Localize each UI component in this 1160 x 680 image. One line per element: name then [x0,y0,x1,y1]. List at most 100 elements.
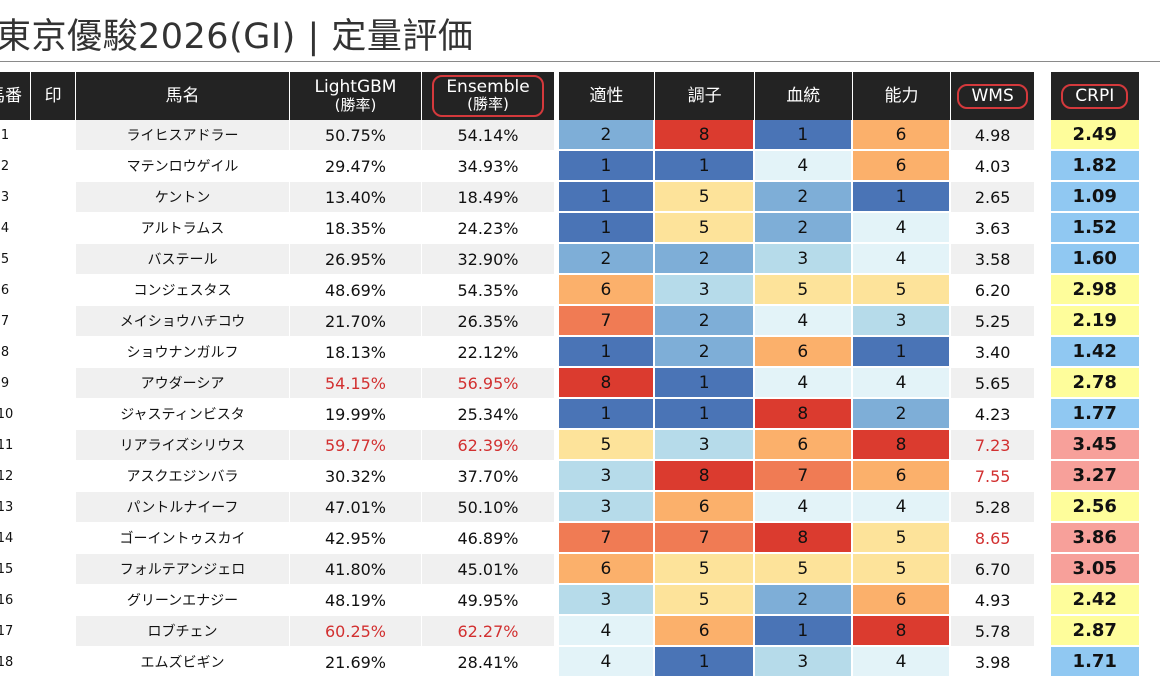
bloodline-score-cell: 6 [754,430,853,461]
bloodline-score-cell: 5 [754,554,853,585]
header-crpi[interactable]: CRPI [1050,72,1140,120]
horse-number-cell: 6 [0,275,32,306]
header-ensemble-sublabel: (勝率) [467,95,509,113]
horse-number-cell: 14 [0,523,32,554]
wms-score-cell: 6.70 [951,554,1035,585]
horse-number-cell: 17 [0,616,32,647]
table-row[interactable]: 13 パントルナイーフ 47.01% 50.10% 3 6 4 4 5.28 2.56 [0,492,1140,523]
mark-cell [31,523,77,554]
header-aptitude[interactable]: 適性 [558,72,656,120]
ability-score-cell: 1 [852,182,952,213]
table-row[interactable]: 9 アウダーシア 54.15% 56.95% 8 1 4 4 5.65 2.78 [0,368,1140,399]
mark-cell [31,368,77,399]
crpi-score-cell: 2.42 [1050,585,1140,616]
table-row[interactable]: 17 ロブチェン 60.25% 62.27% 4 6 1 8 5.78 2.87 [0,616,1140,647]
lightgbm-win-rate-cell: 30.32% [289,461,423,492]
gap-cell [1034,244,1051,275]
header-gap [554,72,559,120]
gap-cell [554,213,559,244]
crpi-score-cell: 1.52 [1050,213,1140,244]
crpi-score-cell: 2.98 [1050,275,1140,306]
title-divider [0,61,1160,62]
crpi-score-cell: 2.78 [1050,368,1140,399]
crpi-score-cell: 1.71 [1050,647,1140,678]
header-ability[interactable]: 能力 [852,72,952,120]
table-row[interactable]: 16 グリーンエナジー 48.19% 49.95% 3 5 2 6 4.93 2.42 [0,585,1140,616]
lightgbm-win-rate-cell: 19.99% [289,399,423,430]
mark-cell [31,647,77,678]
gap-cell [554,616,559,647]
mark-cell [31,306,77,337]
mark-cell [31,430,77,461]
table-row[interactable]: 10 ジャスティンビスタ 19.99% 25.34% 1 1 8 2 4.23 1.77 [0,399,1140,430]
mark-cell [31,399,77,430]
table-row[interactable]: 5 バステール 26.95% 32.90% 2 2 3 4 3.58 1.60 [0,244,1140,275]
condition-score-cell: 7 [655,523,755,554]
horse-name-cell: マテンロウゲイル [76,151,290,182]
bloodline-score-cell: 5 [754,275,853,306]
gap-cell [554,523,559,554]
table-row[interactable]: 11 リアライズシリウス 59.77% 62.39% 5 3 6 8 7.23 3.45 [0,430,1140,461]
horse-number-cell: 7 [0,306,32,337]
aptitude-score-cell: 2 [558,120,656,151]
gap-cell [554,585,559,616]
horse-name-cell: グリーンエナジー [76,585,290,616]
lightgbm-win-rate-cell: 13.40% [289,182,423,213]
bloodline-score-cell: 4 [754,151,853,182]
header-horse-name[interactable]: 馬名 [76,72,290,120]
table-row[interactable]: 3 ケントン 13.40% 18.49% 1 5 2 1 2.65 1.09 [0,182,1140,213]
horse-name-cell: パントルナイーフ [76,492,290,523]
table-row[interactable]: 18 エムズビギン 21.69% 28.41% 4 1 3 4 3.98 1.71 [0,647,1140,678]
table-row[interactable]: 6 コンジェスタス 48.69% 54.35% 6 3 5 5 6.20 2.98 [0,275,1140,306]
gap-cell [1034,213,1051,244]
bloodline-score-cell: 8 [754,523,853,554]
mark-cell [31,213,77,244]
table-row[interactable]: 15 フォルテアンジェロ 41.80% 45.01% 6 5 5 5 6.70 3.05 [0,554,1140,585]
lightgbm-win-rate-cell: 60.25% [289,616,423,647]
bloodline-score-cell: 2 [754,585,853,616]
lightgbm-win-rate-cell: 18.35% [289,213,423,244]
ability-score-cell: 8 [852,616,952,647]
header-ensemble[interactable]: Ensemble (勝率) [422,72,555,120]
bloodline-score-cell: 2 [754,182,853,213]
ability-score-cell: 6 [852,151,952,182]
wms-score-cell: 5.28 [951,492,1035,523]
header-bloodline[interactable]: 血統 [754,72,853,120]
lightgbm-win-rate-cell: 21.69% [289,647,423,678]
gap-cell [554,337,559,368]
table-row[interactable]: 7 メイショウハチコウ 21.70% 26.35% 7 2 4 3 5.25 2.19 [0,306,1140,337]
condition-score-cell: 5 [655,585,755,616]
bloodline-score-cell: 4 [754,368,853,399]
mark-cell [31,182,77,213]
aptitude-score-cell: 4 [558,616,656,647]
horse-name-cell: メイショウハチコウ [76,306,290,337]
header-condition[interactable]: 調子 [655,72,755,120]
header-lightgbm[interactable]: LightGBM (勝率) [289,72,423,120]
header-mark[interactable]: 印 [31,72,77,120]
lightgbm-win-rate-cell: 29.47% [289,151,423,182]
aptitude-score-cell: 7 [558,523,656,554]
header-horse-number[interactable]: 馬番 [0,72,32,120]
table-row[interactable]: 2 マテンロウゲイル 29.47% 34.93% 1 1 4 6 4.03 1.82 [0,151,1140,182]
aptitude-score-cell: 3 [558,585,656,616]
table-row[interactable]: 1 ライヒスアドラー 50.75% 54.14% 2 8 1 6 4.98 2.49 [0,120,1140,151]
table-row[interactable]: 8 ショウナンガルフ 18.13% 22.12% 1 2 6 1 3.40 1.42 [0,337,1140,368]
condition-score-cell: 6 [655,616,755,647]
horse-name-cell: ライヒスアドラー [76,120,290,151]
table-row[interactable]: 14 ゴーイントゥスカイ 42.95% 46.89% 7 7 8 5 8.65 3.86 [0,523,1140,554]
ability-score-cell: 6 [852,461,952,492]
header-lightgbm-label: LightGBM [314,77,397,97]
horse-name-cell: ジャスティンビスタ [76,399,290,430]
aptitude-score-cell: 1 [558,399,656,430]
condition-score-cell: 3 [655,275,755,306]
condition-score-cell: 2 [655,337,755,368]
crpi-score-cell: 2.87 [1050,616,1140,647]
lightgbm-win-rate-cell: 26.95% [289,244,423,275]
gap-cell [554,275,559,306]
lightgbm-win-rate-cell: 50.75% [289,120,423,151]
table-row[interactable]: 4 アルトラムス 18.35% 24.23% 1 5 2 4 3.63 1.52 [0,213,1140,244]
header-wms[interactable]: WMS [951,72,1035,120]
table-row[interactable]: 12 アスクエジンバラ 30.32% 37.70% 3 8 7 6 7.55 3.27 [0,461,1140,492]
bloodline-score-cell: 3 [754,244,853,275]
bloodline-score-cell: 7 [754,461,853,492]
